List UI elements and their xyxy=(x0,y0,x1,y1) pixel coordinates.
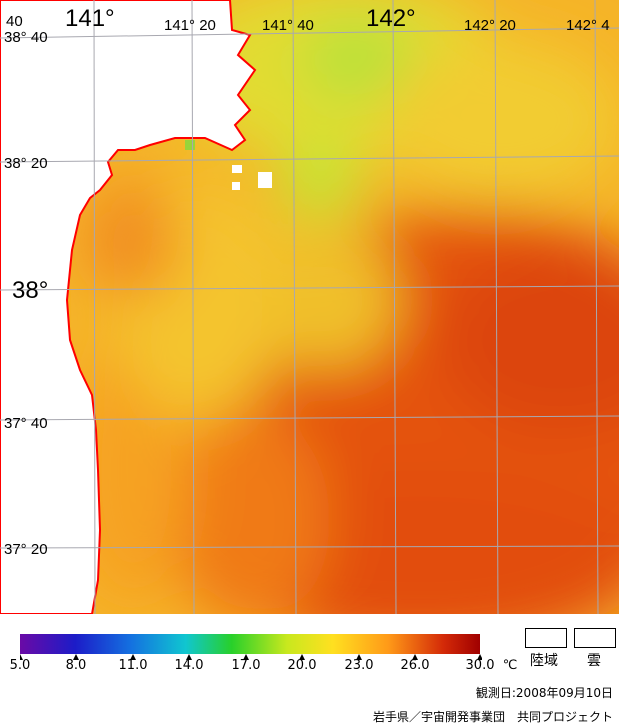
lon-label: 142° xyxy=(366,5,416,32)
lon-label: 141° 40 xyxy=(262,17,314,34)
graticule xyxy=(0,0,619,614)
lat-label: 38° 40 xyxy=(4,29,48,46)
color-bar-tick-label: 14.0 xyxy=(174,658,204,673)
observation-date: 観測日:2008年09月10日 xyxy=(475,686,613,700)
color-bar-tick xyxy=(186,654,192,660)
color-bar-tick-label: 17.0 xyxy=(231,658,261,673)
cloud-patch xyxy=(258,172,272,188)
lon-label-partial: 40 xyxy=(6,13,23,30)
lat-label: 37° 20 xyxy=(4,541,48,558)
color-bar-tick xyxy=(477,654,482,660)
unit-label: ℃ xyxy=(502,658,518,673)
lat-label: 37° 40 xyxy=(4,415,48,432)
lon-label: 142° 20 xyxy=(464,17,516,34)
lon-label: 141° xyxy=(65,5,115,32)
land-area xyxy=(0,0,257,614)
cloud-label: 雲 xyxy=(587,653,601,669)
color-bar-tick-label: 23.0 xyxy=(344,658,374,673)
lat-label: 38° xyxy=(12,277,48,304)
color-bar-tick-label: 20.0 xyxy=(287,658,317,673)
color-bar-ticks xyxy=(20,654,482,660)
cloud-swatch xyxy=(574,628,616,648)
lon-label: 142° 4 xyxy=(566,17,610,34)
land-swatch xyxy=(525,628,567,648)
color-bar-tick-label: 30.0 xyxy=(465,658,495,673)
cloud-patch xyxy=(232,182,240,190)
temperature-color-bar xyxy=(20,634,482,660)
color-bar-tick xyxy=(412,654,418,660)
cloud-patch xyxy=(232,165,242,173)
land-label: 陸域 xyxy=(530,653,558,669)
temperature-field xyxy=(0,0,619,614)
color-bar-tick-label: 26.0 xyxy=(400,658,430,673)
color-bar-tick xyxy=(73,654,79,660)
color-bar-tick xyxy=(299,654,305,660)
color-bar-tick xyxy=(243,654,249,660)
color-bar-tick-label: 5.0 xyxy=(9,658,31,673)
color-bar-tick-label: 11.0 xyxy=(118,658,148,673)
credit-line: 岩手県／宇宙開発事業団 共同プロジェクト xyxy=(372,710,613,724)
sea-surface-temperature-map: 40 141° 141° 20 141° 40 142° 142° 20 142… xyxy=(0,0,619,614)
lon-label: 141° 20 xyxy=(164,17,216,34)
color-bar-tick xyxy=(20,654,23,660)
color-bar-tick xyxy=(130,654,136,660)
lat-label: 38° 20 xyxy=(4,155,48,172)
color-bar-tick-label: 8.0 xyxy=(65,658,87,673)
color-bar-tick xyxy=(356,654,362,660)
